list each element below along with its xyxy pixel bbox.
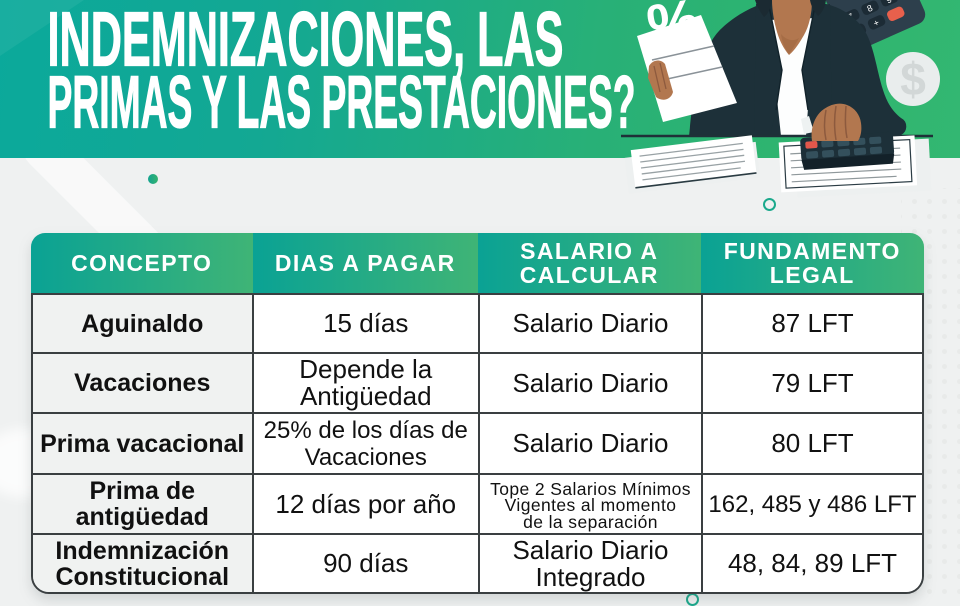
svg-text:8: 8 <box>865 3 874 14</box>
svg-text:$: $ <box>900 53 926 105</box>
svg-text:+: + <box>872 17 881 28</box>
svg-text:PRIMAS Y LAS PRESTACIONES?: PRIMAS Y LAS PRESTACIONES? <box>48 61 636 144</box>
svg-text:INDEMNIZACIONES, LAS: INDEMNIZACIONES, LAS <box>48 0 564 83</box>
svg-text:9: 9 <box>885 0 894 5</box>
